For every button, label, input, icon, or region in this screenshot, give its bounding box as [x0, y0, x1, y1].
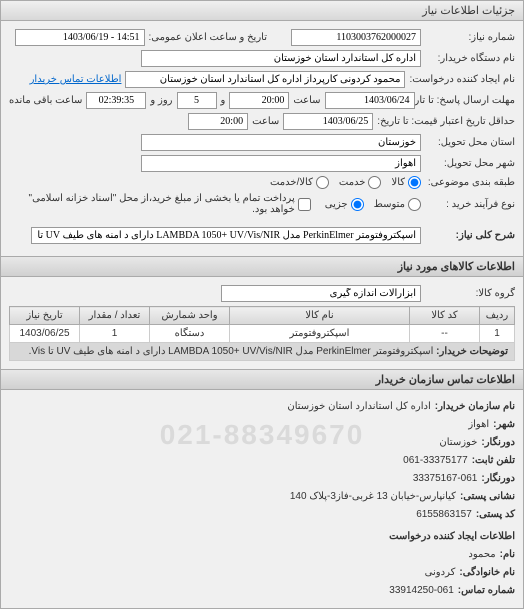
table-desc-row: توضیحات خریدار: اسپکتروفتومتر PerkinElme… [10, 343, 515, 361]
radio-minor[interactable]: جزیی [325, 198, 364, 211]
details-panel: جزئیات اطلاعات نیاز شماره نیاز: تاریخ و … [0, 0, 524, 609]
radio-goods-service-input[interactable] [316, 176, 329, 189]
name-value: محمود [468, 546, 495, 564]
family-label: نام خانوادگی: [459, 564, 515, 582]
name-label: نام: [500, 546, 515, 564]
announce-date-label: تاریخ و ساعت اعلان عمومی: [149, 32, 268, 43]
validity-label: حداقل تاریخ اعتبار قیمت: تا تاریخ: [377, 116, 515, 127]
deadline-label: مهلت ارسال پاسخ: تا تاریخ: [419, 95, 515, 106]
time-label-2: ساعت [252, 116, 279, 127]
org-value: اداره کل استاندارد استان خوزستان [287, 398, 430, 416]
goods-section-header: اطلاعات کالاهای مورد نیاز [1, 256, 523, 277]
col-name: نام کالا [230, 307, 410, 325]
c-city-label: شهر: [493, 416, 515, 434]
deadline-time-input[interactable] [229, 92, 289, 109]
need-key-label: شرح کلی نیاز: [425, 230, 515, 241]
radio-minor-input[interactable] [351, 198, 364, 211]
form-area: شماره نیاز: تاریخ و ساعت اعلان عمومی: نا… [1, 21, 523, 256]
phone-label: تلفن ثابت: [472, 452, 515, 470]
category-label: طبقه بندی موضوعی: [425, 177, 515, 188]
need-number-label: شماره نیاز: [425, 32, 515, 43]
group-label: گروه کالا: [425, 288, 515, 299]
validity-date-input[interactable] [283, 113, 373, 130]
need-number-input[interactable] [291, 29, 421, 46]
c-city-value: اهواز [468, 416, 489, 434]
postal-label: نشانی پستی: [460, 488, 515, 506]
countdown-input [86, 92, 146, 109]
col-row: ردیف [480, 307, 515, 325]
payment-checkbox[interactable]: پرداخت تمام یا بخشی از مبلغ خرید،از محل … [9, 193, 311, 215]
days-input[interactable] [177, 92, 217, 109]
remaining-label: ساعت باقی مانده [9, 95, 82, 106]
cell-row: 1 [480, 325, 515, 343]
col-qty: تعداد / مقدار [80, 307, 150, 325]
requester-label: نام ایجاد کننده درخواست: [409, 74, 515, 85]
cell-date: 1403/06/25 [10, 325, 80, 343]
cell-name: اسپکتروفتومتر [230, 325, 410, 343]
announce-date-input[interactable] [15, 29, 145, 46]
days-label: روز و [150, 95, 172, 106]
city-label: شهر محل تحویل: [425, 158, 515, 169]
radio-service-input[interactable] [368, 176, 381, 189]
buyer-org-input[interactable] [141, 50, 421, 67]
col-unit: واحد شمارش [150, 307, 230, 325]
contact-phone-label: شماره تماس: [458, 582, 515, 600]
radio-medium-input[interactable] [408, 198, 421, 211]
province-input[interactable] [141, 134, 421, 151]
postcode-value: 6155863157 [416, 506, 472, 524]
cell-qty: 1 [80, 325, 150, 343]
buyer-notes: اسپکتروفتومتر PerkinElmer مدل LAMBDA 105… [29, 346, 434, 357]
goods-table: ردیف کد کالا نام کالا واحد شمارش تعداد /… [9, 306, 515, 361]
table-row[interactable]: 1 -- اسپکتروفتومتر دستگاه 1 1403/06/25 [10, 325, 515, 343]
creator-section-label: اطلاعات ایجاد کننده درخواست [389, 528, 515, 546]
contact-section-header: اطلاعات تماس سازمان خریدار [1, 369, 523, 390]
buyer-notes-label: توضیحات خریدار: [436, 346, 508, 357]
fax-value: 33375167-061 [413, 470, 478, 488]
category-radios: کالا خدمت کالا/خدمت [270, 176, 421, 189]
fax-label: دورنگار: [481, 470, 515, 488]
postal-value: کیانپارس-خیابان 13 غربی-فاز3-پلاک 140 [290, 488, 456, 506]
payment-checkbox-input[interactable] [298, 198, 311, 211]
time-label-1: ساعت [293, 95, 320, 106]
requester-input[interactable] [125, 71, 405, 88]
col-code: کد کالا [410, 307, 480, 325]
cell-code: -- [410, 325, 480, 343]
goods-area: گروه کالا: ردیف کد کالا نام کالا واحد شم… [1, 277, 523, 369]
radio-goods[interactable]: کالا [391, 176, 421, 189]
radio-medium[interactable]: متوسط [374, 198, 421, 211]
need-key-input[interactable] [31, 227, 421, 244]
deadline-date-input[interactable] [325, 92, 415, 109]
contact-section: 021-88349670 نام سازمان خریدار:اداره کل … [1, 390, 523, 608]
radio-goods-input[interactable] [408, 176, 421, 189]
group-input[interactable] [221, 285, 421, 302]
purchase-type-label: نوع فرآیند خرید : [425, 199, 515, 210]
cell-unit: دستگاه [150, 325, 230, 343]
purchase-type-radios: متوسط جزیی [325, 198, 421, 211]
contact-phone-value: 33914250-061 [389, 582, 454, 600]
col-date: تاریخ نیاز [10, 307, 80, 325]
phone-value: 061-33375177 [403, 452, 468, 470]
postcode-label: کد پستی: [476, 506, 515, 524]
validity-time-input[interactable] [188, 113, 248, 130]
family-value: کردونی [425, 564, 456, 582]
contact-link[interactable]: اطلاعات تماس خریدار [30, 74, 122, 85]
org-label: نام سازمان خریدار: [435, 398, 515, 416]
city-input[interactable] [141, 155, 421, 172]
c-province-label: دورنگار: [481, 434, 515, 452]
province-label: استان محل تحویل: [425, 137, 515, 148]
radio-service[interactable]: خدمت [339, 176, 382, 189]
buyer-org-label: نام دستگاه خریدار: [425, 53, 515, 64]
radio-goods-service[interactable]: کالا/خدمت [270, 176, 329, 189]
c-province-value: خوزستان [439, 434, 477, 452]
and-label: و [221, 95, 226, 106]
panel-title: جزئیات اطلاعات نیاز [1, 1, 523, 21]
